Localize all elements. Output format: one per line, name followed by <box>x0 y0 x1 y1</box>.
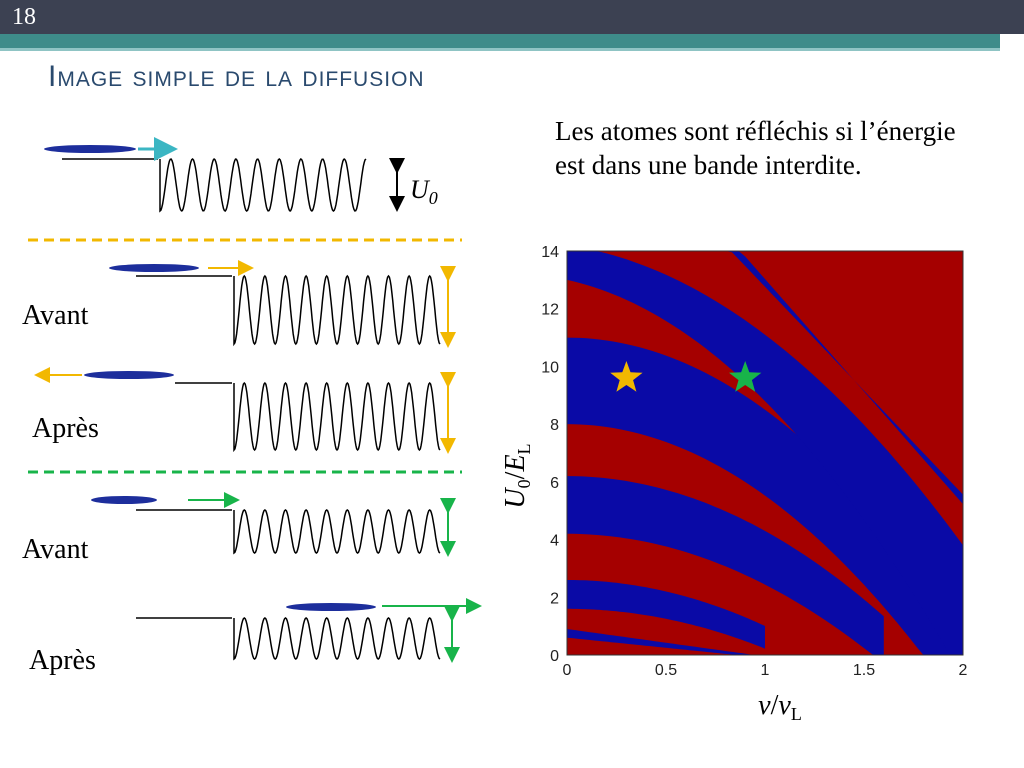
y-tick-label: 14 <box>541 244 559 261</box>
slide-number: 18 <box>12 4 36 30</box>
yellow-avant-row <box>109 260 456 348</box>
x-tick-label: 0 <box>563 662 572 679</box>
y-tick-label: 12 <box>541 302 559 319</box>
atom-cloud <box>84 371 174 379</box>
atom-cloud <box>44 145 136 153</box>
label-avant-1: Avant <box>22 300 89 331</box>
yellow-star <box>610 361 643 392</box>
y-tick-label: 0 <box>550 648 559 665</box>
description-text: Les atomes sont réfléchis si l’énergie e… <box>555 116 956 180</box>
band-2 <box>567 580 765 649</box>
atom-cloud <box>91 496 157 504</box>
x-tick-label: 2 <box>959 662 968 679</box>
band-5 <box>567 251 963 655</box>
y-axis-label: U0/EL <box>500 443 534 508</box>
header-thin-bar <box>0 48 1000 51</box>
y-tick-label: 10 <box>541 359 559 376</box>
u0-label: U0 <box>410 175 438 208</box>
band-3 <box>567 476 884 655</box>
y-tick-label: 2 <box>550 590 559 607</box>
y-ticks: 0 2 4 6 8 10 12 14 <box>541 244 559 665</box>
atom-cloud <box>286 603 376 611</box>
header-accent-bar <box>0 34 1000 48</box>
x-ticks: 0 0.5 1 1.5 2 <box>563 662 968 679</box>
atom-cloud <box>109 264 199 272</box>
page-title: Image simple de la diffusion <box>48 60 425 93</box>
lattice-wave <box>233 509 441 555</box>
plot-frame <box>566 250 964 656</box>
x-tick-label: 1 <box>761 662 770 679</box>
lattice-wave <box>159 157 367 213</box>
y-tick-label: 8 <box>550 417 559 434</box>
intro-row: U0 <box>44 137 438 213</box>
label-apres-1: Après <box>32 413 99 444</box>
lattice-wave <box>233 381 441 453</box>
forbidden-bands <box>567 251 963 655</box>
y-tick-label: 6 <box>550 475 559 492</box>
band-chart: 0 2 4 6 8 10 12 14 0 0.5 1 1.5 2 U0/EL v/vL <box>500 244 968 724</box>
yellow-apres-row <box>34 367 456 454</box>
markers <box>610 361 762 392</box>
x-axis-label: v/vL <box>758 690 802 724</box>
lattice-wave <box>233 274 441 347</box>
green-apres-row <box>136 598 482 663</box>
green-star <box>729 361 762 392</box>
lattice-wave <box>233 617 441 661</box>
label-apres-2: Après <box>29 645 96 676</box>
x-tick-label: 1.5 <box>853 662 875 679</box>
header-bar: 18 <box>0 0 1024 34</box>
x-tick-label: 0.5 <box>655 662 677 679</box>
label-avant-2: Avant <box>22 534 89 565</box>
y-tick-label: 4 <box>550 533 559 550</box>
band-4 <box>567 337 963 655</box>
scattering-diagram: U0 <box>28 137 482 663</box>
green-avant-row <box>91 492 456 557</box>
